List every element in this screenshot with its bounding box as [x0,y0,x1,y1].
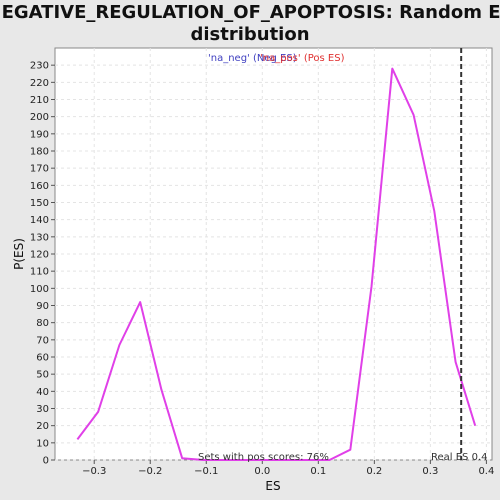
y-tick-label: 40 [36,387,49,398]
y-tick-label: 160 [30,181,49,192]
pos-scores-annotation: Sets with pos scores: 76% [198,452,329,463]
x-tick-label: −0.1 [194,466,218,477]
x-tick-label: 0.2 [366,466,382,477]
y-tick-label: 20 [36,421,49,432]
y-tick-label: 80 [36,318,49,329]
series-line [76,67,477,461]
y-tick-label: 180 [30,147,49,158]
y-tick-label: 230 [30,61,49,72]
y-axis-label: P(ES) [12,238,26,270]
x-tick-label: −0.3 [82,466,106,477]
y-tick-label: 50 [36,370,49,381]
legend-pos-entry: 'na_pos' (Pos ES) [260,53,345,64]
y-tick-label: 60 [36,353,49,364]
real-es-label: Real ES 0.4 [431,452,487,463]
x-tick-label: 0.1 [310,466,326,477]
y-tick-label: 130 [30,232,49,243]
y-tick-label: 100 [30,284,49,295]
grid-lines [55,48,492,461]
y-tick-label: 10 [36,438,49,449]
y-tick-label: 210 [30,95,49,106]
legend-neg-entry: 'na_neg' (Neg ES) [208,53,297,64]
y-tick-label: 90 [36,301,49,312]
x-tick-label: 0.3 [422,466,438,477]
y-tick-label: 70 [36,335,49,346]
x-axis-ticks: −0.3 −0.2 −0.1 0.0 0.1 0.2 0.3 0.4 [82,460,494,477]
y-tick-label: 220 [30,78,49,89]
y-tick-label: 200 [30,112,49,123]
x-axis-label: ES [265,479,280,493]
series-lines [76,67,477,461]
x-tick-label: −0.2 [138,466,162,477]
chart-title-line1: NEGATIVE_REGULATION_OF_APOPTOSIS: Random… [0,2,500,23]
chart-title-line2: distribution [190,24,309,45]
y-tick-label: 190 [30,129,49,140]
y-tick-label: 30 [36,404,49,415]
x-tick-label: 0.0 [254,466,270,477]
y-tick-label: 150 [30,198,49,209]
y-tick-label: 0 [43,456,49,467]
y-tick-label: 110 [30,267,49,278]
y-tick-label: 120 [30,250,49,261]
x-tick-label: 0.4 [478,466,494,477]
y-tick-label: 170 [30,164,49,175]
y-axis-ticks: 0 10 20 30 40 50 60 70 80 90 100 110 120 130 140 150 160… [30,61,55,467]
y-tick-label: 140 [30,215,49,226]
